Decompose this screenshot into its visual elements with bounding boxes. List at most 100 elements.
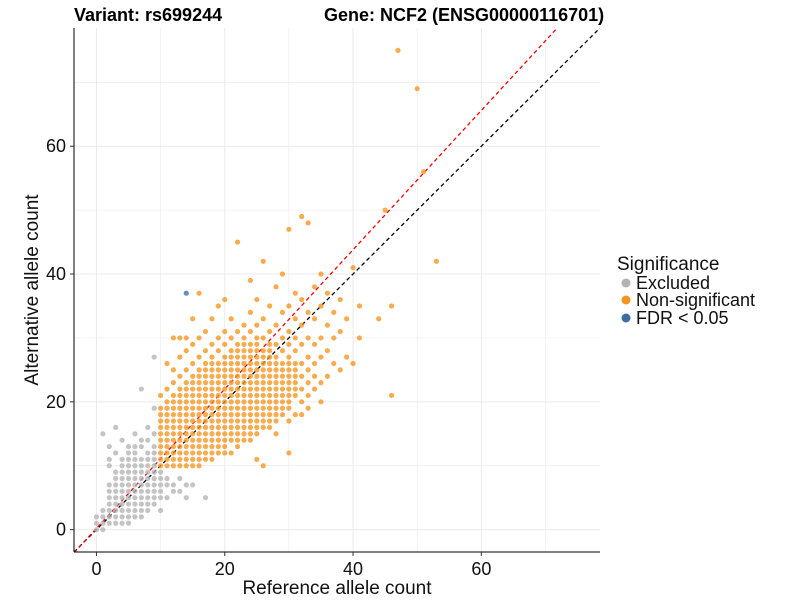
point-non-significant	[177, 386, 183, 392]
point-non-significant	[279, 373, 286, 379]
point-non-significant	[190, 405, 196, 411]
point-non-significant	[267, 348, 273, 354]
point-non-significant	[292, 316, 298, 322]
point-non-significant	[196, 437, 202, 443]
point-non-significant	[196, 418, 202, 424]
x-axis-title: Reference allele count	[242, 578, 432, 599]
point-excluded	[132, 463, 138, 469]
point-non-significant	[228, 450, 234, 456]
point-non-significant	[311, 284, 318, 290]
point-non-significant	[170, 443, 177, 450]
point-non-significant	[267, 392, 273, 399]
point-non-significant	[311, 316, 318, 322]
point-non-significant	[279, 360, 286, 367]
point-excluded	[113, 469, 119, 475]
point-excluded	[151, 495, 157, 501]
point-non-significant	[222, 399, 228, 405]
point-non-significant	[190, 380, 196, 386]
legend-title: Significance	[617, 254, 719, 275]
point-non-significant	[202, 450, 209, 456]
point-non-significant	[234, 431, 241, 437]
point-non-significant	[209, 431, 215, 437]
point-non-significant	[157, 392, 164, 399]
point-non-significant	[254, 386, 260, 392]
point-non-significant	[190, 412, 196, 418]
point-non-significant	[311, 360, 318, 367]
point-excluded	[113, 520, 119, 526]
point-excluded	[119, 514, 125, 520]
point-non-significant	[170, 450, 177, 456]
point-excluded	[138, 475, 144, 482]
point-non-significant	[215, 360, 221, 367]
point-excluded	[113, 475, 119, 482]
point-excluded	[132, 495, 138, 501]
point-non-significant	[260, 354, 266, 360]
point-non-significant	[273, 412, 279, 418]
point-non-significant	[170, 405, 177, 411]
point-non-significant	[177, 354, 183, 360]
point-non-significant	[196, 367, 202, 373]
point-non-significant	[164, 386, 170, 392]
point-non-significant	[202, 456, 209, 462]
point-non-significant	[202, 386, 209, 392]
point-non-significant	[202, 399, 209, 405]
point-non-significant	[241, 418, 247, 424]
point-non-significant	[382, 207, 388, 213]
point-non-significant	[190, 437, 196, 443]
point-excluded	[119, 463, 125, 469]
point-excluded	[132, 475, 138, 482]
point-non-significant	[222, 418, 228, 424]
point-non-significant	[267, 373, 273, 379]
point-non-significant	[209, 443, 215, 450]
legend-label-non-significant: Non-significant	[636, 290, 755, 310]
point-non-significant	[177, 418, 183, 424]
point-excluded	[119, 488, 125, 494]
point-non-significant	[286, 380, 292, 386]
point-non-significant	[254, 296, 260, 303]
point-excluded	[119, 456, 125, 462]
point-non-significant	[177, 456, 183, 462]
point-non-significant	[234, 348, 241, 354]
point-non-significant	[183, 380, 189, 386]
point-non-significant	[209, 386, 215, 392]
point-non-significant	[254, 431, 260, 437]
point-excluded	[145, 501, 151, 507]
point-non-significant	[183, 335, 189, 341]
point-excluded	[151, 405, 157, 411]
point-non-significant	[234, 405, 241, 411]
point-excluded	[138, 437, 144, 443]
point-non-significant	[388, 392, 395, 399]
point-excluded	[151, 501, 157, 507]
point-non-significant	[222, 412, 228, 418]
point-non-significant	[209, 456, 215, 462]
point-non-significant	[254, 392, 260, 399]
point-excluded	[170, 488, 177, 494]
point-excluded	[125, 443, 132, 450]
point-fdr-0-05	[183, 290, 189, 296]
point-non-significant	[228, 360, 234, 367]
point-excluded	[132, 488, 138, 494]
point-excluded	[125, 488, 132, 494]
point-non-significant	[299, 360, 305, 367]
point-non-significant	[228, 405, 234, 411]
point-non-significant	[177, 463, 183, 469]
grid	[74, 28, 600, 552]
point-non-significant	[222, 354, 228, 360]
x-ticks: 0 20 40 60	[91, 552, 491, 579]
point-non-significant	[228, 392, 234, 399]
point-non-significant	[228, 373, 234, 379]
point-excluded	[164, 475, 170, 482]
point-excluded	[106, 520, 112, 526]
point-non-significant	[177, 392, 183, 399]
point-excluded	[138, 456, 144, 462]
point-non-significant	[183, 456, 189, 462]
point-non-significant	[254, 348, 260, 354]
point-non-significant	[267, 380, 273, 386]
point-non-significant	[247, 367, 254, 373]
point-non-significant	[324, 322, 330, 328]
point-non-significant	[202, 373, 209, 379]
point-non-significant	[241, 424, 247, 430]
point-excluded	[183, 482, 189, 488]
point-non-significant	[324, 373, 330, 379]
x-tick-label: 40	[343, 559, 363, 579]
